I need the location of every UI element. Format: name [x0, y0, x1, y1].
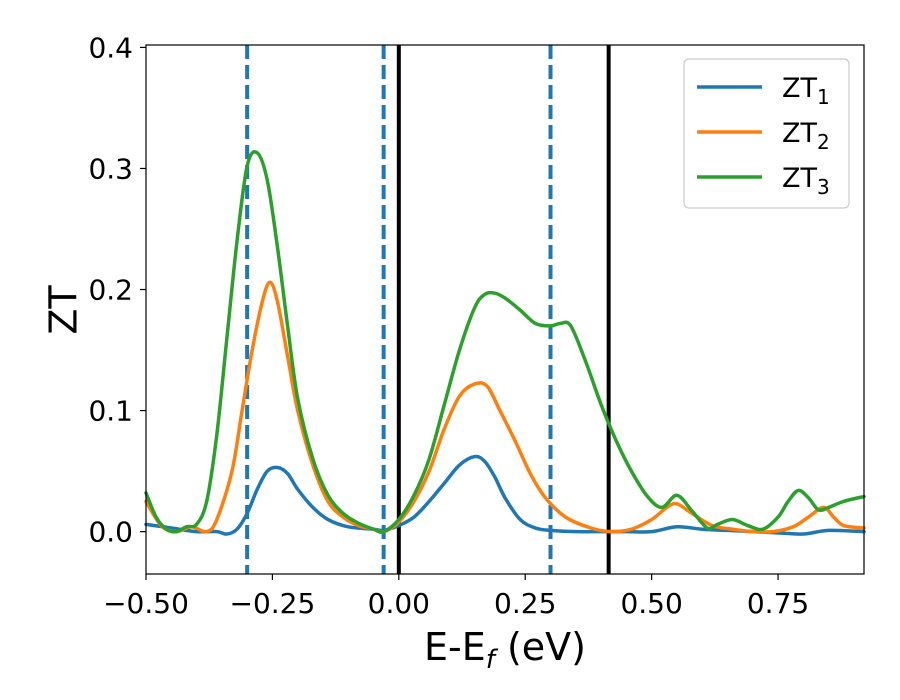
legend-box	[683, 58, 850, 209]
plot-frame	[145, 44, 865, 575]
x-axis-ticks: −0.50 −0.25 0.00 0.25 0.50 0.75	[103, 574, 809, 620]
legend-label-zt1: ZT1	[782, 73, 830, 109]
y-tick-label: 0.1	[88, 395, 133, 428]
series-line-zt3	[144, 150, 866, 534]
y-tick-label: 0.4	[88, 31, 133, 64]
x-tick-label: 0.25	[494, 587, 556, 620]
y-axis-label: ZT	[42, 285, 86, 335]
x-tick-label: −0.50	[103, 587, 189, 620]
y-tick-label: 0.0	[88, 516, 133, 549]
x-tick-label: 0.00	[368, 587, 430, 620]
x-tick-label: 0.75	[747, 587, 809, 620]
y-tick-label: 0.3	[88, 152, 133, 185]
legend-label-zt3: ZT3	[782, 163, 830, 199]
x-label-tail: (eV)	[495, 625, 586, 669]
reference-lines	[245, 45, 611, 574]
x-tick-label: 0.50	[620, 587, 682, 620]
x-label-base: E-E	[424, 625, 486, 669]
x-axis-label: E-Ef (eV)	[424, 625, 586, 675]
series-lines	[144, 150, 866, 536]
series-line-zt2	[144, 280, 866, 534]
legend-label-zt2: ZT2	[782, 118, 830, 154]
y-axis-ticks: 0.0 0.1 0.2 0.3 0.4	[88, 31, 146, 549]
series-line-zt1	[144, 454, 866, 536]
y-tick-label: 0.2	[88, 274, 133, 307]
legend: ZT1 ZT2 ZT3	[683, 58, 850, 209]
x-tick-label: −0.25	[230, 587, 316, 620]
